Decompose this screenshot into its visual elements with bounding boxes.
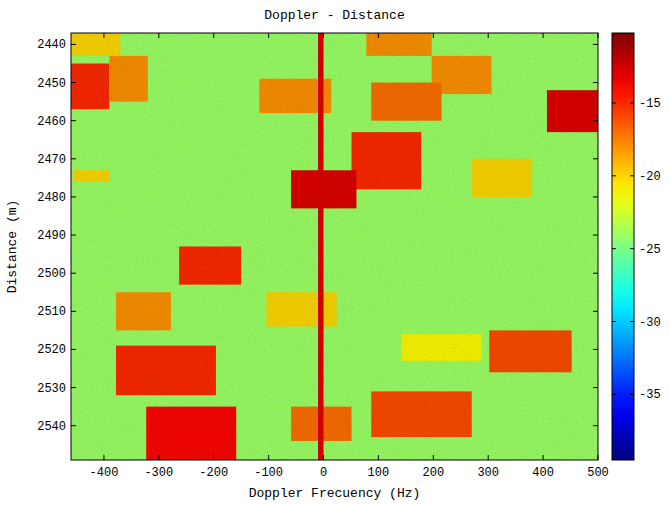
x-tick (488, 33, 489, 38)
y-tick (593, 425, 598, 426)
y-tick (71, 158, 76, 159)
x-tick (158, 33, 159, 38)
colorbar-tick-label: -25 (639, 243, 661, 257)
y-tick (71, 44, 76, 45)
x-tick (488, 455, 489, 460)
y-tick (593, 273, 598, 274)
colorbar-tick (612, 394, 616, 395)
chart-root: -400 -300 -200 -100 0 100 200 300 400 500 2440 2450… (0, 0, 670, 505)
x-tick (433, 455, 434, 460)
y-tick-label: 2490 (37, 229, 66, 243)
x-tick-label: 200 (423, 466, 445, 480)
chart: -400 -300 -200 -100 0 100 200 300 400 500 2440 2450… (0, 0, 670, 505)
y-tick-label: 2520 (37, 343, 66, 357)
title: Doppler - Distance (264, 8, 404, 23)
cells (71, 33, 598, 460)
colorbar-tick (630, 394, 634, 395)
y-tick-label: 2440 (37, 38, 66, 52)
y-tick (71, 273, 76, 274)
x-tick-label: 500 (587, 466, 609, 480)
y-tick (71, 120, 76, 121)
x-tick (213, 33, 214, 38)
cell (71, 33, 598, 460)
x-tick-label: -400 (90, 466, 119, 480)
x-tick (378, 33, 379, 38)
y-tick (593, 120, 598, 121)
y-tick-label: 2470 (37, 153, 66, 167)
y-tick (71, 196, 76, 197)
colorbar-tick-label: -35 (639, 388, 661, 402)
y-tick (71, 425, 76, 426)
y-tick (71, 311, 76, 312)
y-tick (593, 158, 598, 159)
y-tick (71, 235, 76, 236)
colorbar-tick (612, 248, 616, 249)
colorbar-tick (630, 102, 634, 103)
x-tick-label: 300 (477, 466, 499, 480)
colorbar-tick (612, 102, 616, 103)
y-tick (593, 44, 598, 45)
y-tick (593, 311, 598, 312)
colorbar-tick-label: -20 (639, 170, 661, 184)
y-tick (593, 387, 598, 388)
y-tick-label: 2450 (37, 77, 66, 91)
x-tick (543, 455, 544, 460)
y-tick-label: 2480 (37, 191, 66, 205)
x-axis-title: Doppler Frecuency (Hz) (249, 486, 421, 501)
y-tick (71, 349, 76, 350)
x-tick (158, 455, 159, 460)
y-tick-label: 2460 (37, 115, 66, 129)
colorbar-tick (612, 321, 616, 322)
x-tick-label: 400 (532, 466, 554, 480)
y-tick (593, 196, 598, 197)
x-tick (268, 33, 269, 38)
colorbar (612, 33, 634, 460)
x-tick (213, 455, 214, 460)
texture (71, 33, 598, 460)
y-tick (593, 235, 598, 236)
x-tick (323, 33, 324, 38)
x-tick-label: -200 (199, 466, 228, 480)
x-tick-label: -300 (144, 466, 173, 480)
y-axis-title: Distance (m) (5, 200, 20, 294)
plot-frame (71, 33, 598, 460)
colorbar-tick (630, 248, 634, 249)
x-tick-label: 100 (368, 466, 390, 480)
colorbar-tick (612, 175, 616, 176)
y-tick (593, 349, 598, 350)
x-tick (268, 455, 269, 460)
colorbar-tick (630, 321, 634, 322)
y-tick-label: 2540 (37, 420, 66, 434)
x-tick (543, 33, 544, 38)
y-tick-label: 2530 (37, 382, 66, 396)
x-tick (598, 455, 599, 460)
x-tick (323, 455, 324, 460)
y-tick (593, 82, 598, 83)
x-tick (433, 33, 434, 38)
colorbar-tick-label: -30 (639, 316, 661, 330)
colorbar-tick-label: -15 (639, 97, 661, 111)
x-tick (378, 455, 379, 460)
y-tick-label: 2510 (37, 305, 66, 319)
y-tick (71, 387, 76, 388)
colorbar-tick (630, 175, 634, 176)
x-tick-label: 0 (320, 466, 327, 480)
x-tick (103, 33, 104, 38)
x-tick (103, 455, 104, 460)
y-tick (71, 82, 76, 83)
x-tick (598, 33, 599, 38)
y-tick-label: 2500 (37, 267, 66, 281)
x-tick-label: -100 (254, 466, 283, 480)
